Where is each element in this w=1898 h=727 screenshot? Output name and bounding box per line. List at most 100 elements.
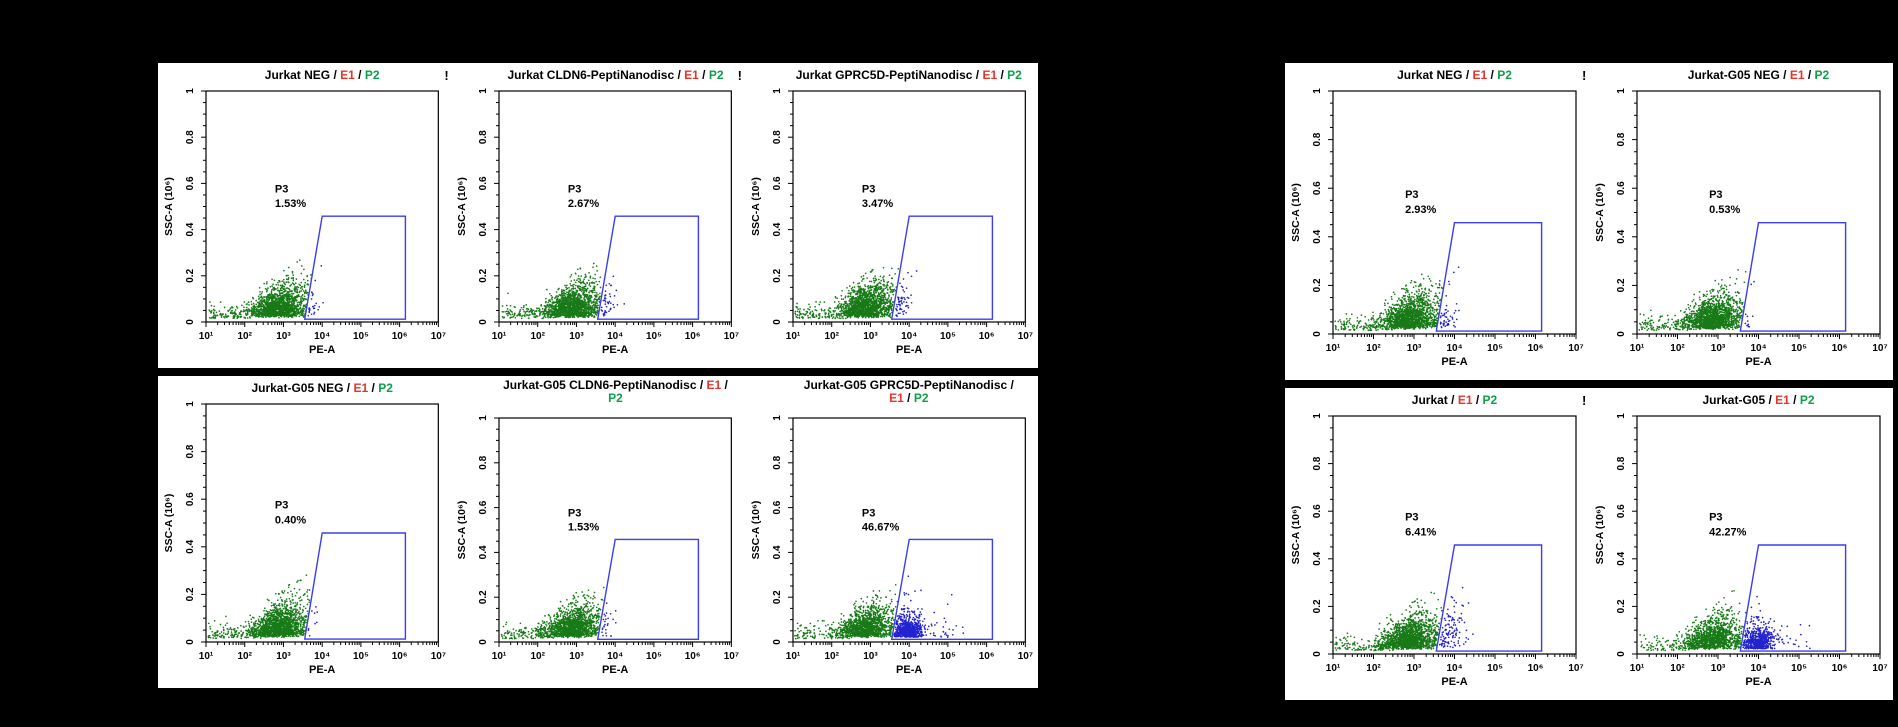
y-tick-label: 1 [1312,88,1323,94]
x-axis-label: PE-A [896,664,922,676]
x-tick-label: 10⁴ [314,331,330,342]
x-tick-label: 10¹ [199,651,214,662]
x-tick-label: 10¹ [492,651,507,662]
x-tick-label: 10⁵ [1487,663,1503,674]
warning-exclamation: ! [1582,393,1587,408]
y-tick-label: 0.4 [772,545,783,559]
y-tick-label: 0.6 [185,492,196,506]
plot-frame [1332,415,1577,655]
y-tick-label: 0.4 [1616,229,1627,243]
panel-b-row-2: Jurkat / E1 / P2! 0 0.2 0.4 0.6 0.8 1 10¹ 10² 10³… [1285,388,1893,700]
plot-title-line: Jurkat-G05 / E1 / P2 [1702,394,1814,407]
x-tick-label: 10³ [276,651,291,662]
p3-gate [890,215,993,320]
gate-name: P3 [568,184,581,196]
p3-gate [1435,544,1543,652]
label-sample: / [721,378,728,392]
p3-gate [890,538,993,640]
y-tick-label: 0 [772,319,783,325]
x-tick-label: 10⁵ [1487,343,1503,354]
plot-frame [792,90,1026,323]
gate-percent: 46.67% [862,522,900,534]
label-p2: P2 [1799,393,1815,407]
positive-events-dots [307,606,319,637]
flow-plot-b-3: Jurkat / E1 / P2! 0 0.2 0.4 0.6 0.8 1 10¹ 10² 10³… [1285,388,1589,700]
label-e1: E1 [684,68,699,82]
x-tick-label: 10³ [1407,663,1422,674]
p3-gate [303,532,407,640]
y-tick-label: 0.6 [772,176,783,190]
negative-events-dots [1639,589,1747,652]
y-tick-label: 0.8 [772,130,783,144]
y-tick-label: 0 [185,319,196,325]
x-tick-label: 10⁵ [646,651,662,662]
x-axis-label: PE-A [309,664,335,676]
y-tick-label: 0 [772,639,783,645]
x-tick-label: 10⁷ [431,331,446,342]
x-tick-label: 10⁷ [1872,343,1887,354]
y-tick-label: 0 [478,319,489,325]
y-axis-label: SSC-A (10⁶) [1594,183,1606,242]
negative-events-dots [207,574,311,640]
label-sample: / [903,391,914,405]
plot-frame [1636,90,1881,335]
y-axis-label: SSC-A (10⁶) [163,177,175,236]
label-sample: Jurkat-G05 CLDN6-PeptiNanodisc / [503,378,707,392]
p3-gate [1739,544,1847,652]
positive-events-dots [307,265,324,317]
x-tick-label: 10⁷ [1568,343,1583,354]
y-tick-label: 1 [772,415,783,421]
plot-title-line: Jurkat GPRC5D-PeptiNanodisc / E1 / P2 [796,69,1022,82]
y-tick-label: 0 [1616,651,1627,657]
scatter-canvas: 0 0.2 0.4 0.6 0.8 1 10¹ 10² 10³ 10⁴ 10⁵ 10⁶ 10⁷ PE-A S… [456,415,739,676]
x-tick-label: 10⁶ [978,331,994,342]
p3-gate [303,215,407,320]
plot-title: Jurkat NEG / E1 / P2 [265,69,380,82]
flow-plot-b-2: Jurkat-G05 NEG / E1 / P2 0 0.2 0.4 0.6 0.8 1 10… [1589,63,1893,380]
y-tick-label: 0 [1312,331,1323,337]
x-tick-label: 10⁴ [607,651,623,662]
y-tick-label: 0.6 [1616,504,1627,518]
x-tick-label: 10⁴ [901,651,917,662]
warning-exclamation: ! [737,68,742,83]
plot-title: Jurkat NEG / E1 / P2 [1397,69,1512,82]
label-e1: E1 [1472,68,1488,82]
x-tick-label: 10⁵ [353,331,369,342]
x-tick-label: 10³ [276,331,291,342]
y-tick-label: 1 [478,88,489,94]
y-axis-label: SSC-A (10⁶) [456,501,468,560]
label-p2: P2 [608,391,623,405]
x-tick-label: 10² [1670,343,1685,354]
plot-title-line: Jurkat CLDN6-PeptiNanodisc / E1 / P2 [507,69,723,82]
gate-name: P3 [275,500,288,512]
x-tick-label: 10³ [863,331,878,342]
gate-name: P3 [1405,512,1418,524]
label-e1: E1 [340,68,355,82]
label-sample: Jurkat-G05 NEG / [251,381,354,395]
y-axis-label: SSC-A (10⁶) [750,177,762,236]
x-tick-label: 10⁵ [940,331,956,342]
x-tick-label: 10⁴ [1750,663,1766,674]
y-tick-label: 0.4 [1312,229,1323,243]
positive-events-dots [892,575,964,638]
plot-title-line: Jurkat NEG / E1 / P2 [265,69,380,82]
flow-plot-a-2: Jurkat CLDN6-PeptiNanodisc / E1 / P2! 0 0.… [451,63,744,368]
negative-events-dots [501,262,602,320]
negative-events-dots [1334,591,1443,652]
plot-title-line: Jurkat NEG / E1 / P2 [1397,69,1512,82]
y-tick-label: 0.6 [1616,181,1627,195]
x-tick-label: 10² [531,651,546,662]
flow-plot-b-4: Jurkat-G05 / E1 / P2 0 0.2 0.4 0.6 0.8 1 10¹ 10²… [1589,388,1893,700]
gate-percent: 42.27% [1709,527,1747,539]
y-tick-label: 0.4 [1312,551,1323,565]
gate-percent: 0.40% [275,515,306,527]
x-tick-label: 10⁴ [1750,343,1766,354]
gate-name: P3 [862,184,875,196]
x-tick-label: 10¹ [785,331,800,342]
x-tick-label: 10³ [1711,663,1726,674]
label-e1: E1 [982,68,998,82]
scatter-canvas: 0 0.2 0.4 0.6 0.8 1 10¹ 10² 10³ 10⁴ 10⁵ 10⁶ 10⁷ PE-A S… [163,401,446,676]
label-sample: Jurkat-G05 GPRC5D-PeptiNanodisc / [803,378,1014,392]
y-tick-label: 1 [185,401,196,407]
flow-plot-a-4: Jurkat-G05 NEG / E1 / P2 0 0.2 0.4 0.6 0.8 1 10… [158,376,451,688]
